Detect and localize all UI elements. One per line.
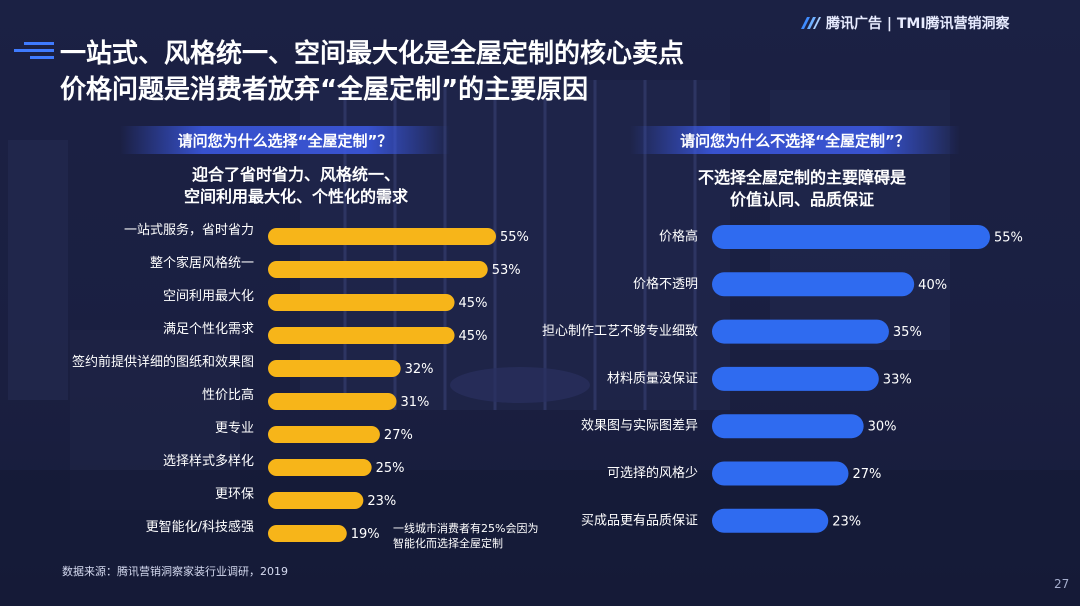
left-bar-0 — [268, 228, 496, 245]
right-value-label-1: 40% — [918, 278, 947, 293]
left-value-label-5: 31% — [401, 395, 430, 410]
left-question-header: 请问您为什么选择“全屋定制”？ — [120, 126, 450, 154]
left-subtitle-line2: 空间利用最大化、个性化的需求 — [183, 187, 408, 206]
left-bar-4 — [268, 360, 401, 377]
right-category-label-0: 价格高 — [659, 229, 698, 245]
title-accent-icon — [14, 42, 54, 59]
right-bar-0 — [712, 225, 990, 249]
left-bar-5 — [268, 393, 397, 410]
right-bar-2 — [712, 319, 889, 344]
right-bar-6 — [712, 508, 829, 533]
right-value-label-5: 27% — [852, 467, 881, 482]
left-bar-8 — [268, 492, 364, 509]
page-title-line1: 一站式、风格统一、空间最大化是全屋定制的核心卖点 — [60, 39, 685, 69]
annotation-line1: 一线城市消费者有25%会因为 — [393, 522, 539, 535]
right-subtitle-line2: 价值认同、品质保证 — [729, 190, 874, 209]
left-category-label-1: 整个家居风格统一 — [150, 255, 254, 271]
right-value-label-3: 33% — [883, 372, 912, 387]
left-value-label-3: 45% — [459, 329, 488, 344]
logo-text: 腾讯广告 | TMI腾讯营销洞察 — [826, 16, 1010, 32]
left-value-label-2: 45% — [459, 296, 488, 311]
right-value-label-0: 55% — [994, 231, 1023, 246]
right-bar-4 — [712, 414, 864, 439]
annotation-line2: 智能化而选择全屋定制 — [393, 537, 503, 550]
right-category-label-4: 效果图与实际图差异 — [581, 419, 698, 434]
left-bar-9 — [268, 525, 347, 542]
left-category-label-4: 签约前提供详细的图纸和效果图 — [72, 354, 254, 370]
right-category-label-6: 买成品更有品质保证 — [581, 513, 698, 528]
left-value-label-1: 53% — [492, 263, 521, 278]
right-bar-5 — [712, 461, 849, 486]
data-source-note: 数据来源：腾讯营销洞察家装行业调研，2019 — [62, 565, 288, 578]
left-category-label-7: 选择样式多样化 — [163, 453, 254, 469]
left-value-label-6: 27% — [384, 428, 413, 443]
right-category-label-5: 可选择的风格少 — [607, 465, 698, 481]
right-subtitle-line1: 不选择全屋定制的主要障碍是 — [697, 168, 906, 187]
left-value-label-7: 25% — [376, 461, 405, 476]
right-value-label-6: 23% — [832, 514, 861, 529]
page-number: 27 — [1054, 577, 1070, 591]
left-bar-7 — [268, 459, 372, 476]
left-subtitle: 迎合了省时省力、风格统一、 空间利用最大化、个性化的需求 — [86, 164, 506, 208]
left-subtitle-line1: 迎合了省时省力、风格统一、 — [191, 165, 400, 184]
right-category-label-1: 价格不透明 — [633, 276, 698, 292]
right-bar-1 — [712, 272, 915, 297]
right-bar-3 — [712, 366, 879, 391]
left-chart-annotation: 一线城市消费者有25%会因为 智能化而选择全屋定制 — [393, 521, 538, 551]
right-category-label-2: 担心制作工艺不够专业细致 — [542, 324, 698, 339]
page-title-line2: 价格问题是消费者放弃“全屋定制”的主要原因 — [60, 75, 589, 105]
tencent-ad-logo-icon — [801, 17, 821, 29]
left-value-label-9: 19% — [351, 527, 380, 542]
left-bar-1 — [268, 261, 488, 278]
left-category-label-9: 更智能化/科技感强 — [146, 519, 254, 535]
right-category-label-3: 材料质量没保证 — [607, 371, 698, 386]
left-category-label-8: 更环保 — [215, 487, 254, 502]
brand-logo: 腾讯广告 | TMI腾讯营销洞察 — [800, 12, 1010, 34]
left-bar-6 — [268, 426, 380, 443]
left-category-label-5: 性价比高 — [202, 387, 254, 403]
page-title: 一站式、风格统一、空间最大化是全屋定制的核心卖点 价格问题是消费者放弃“全屋定制… — [60, 36, 684, 108]
left-category-label-3: 满足个性化需求 — [163, 322, 254, 337]
right-subtitle: 不选择全屋定制的主要障碍是 价值认同、品质保证 — [592, 167, 1012, 211]
right-question-header: 请问您为什么不选择“全屋定制”？ — [630, 126, 960, 154]
left-value-label-0: 55% — [500, 230, 529, 245]
left-category-label-6: 更专业 — [215, 421, 254, 436]
left-category-label-2: 空间利用最大化 — [163, 289, 254, 304]
left-bar-3 — [268, 327, 455, 344]
right-value-label-4: 30% — [868, 420, 897, 435]
left-bar-2 — [268, 294, 455, 311]
left-value-label-8: 23% — [367, 494, 396, 509]
right-value-label-2: 35% — [893, 325, 922, 340]
left-value-label-4: 32% — [405, 362, 434, 377]
left-category-label-0: 一站式服务，省时省力 — [124, 222, 254, 238]
